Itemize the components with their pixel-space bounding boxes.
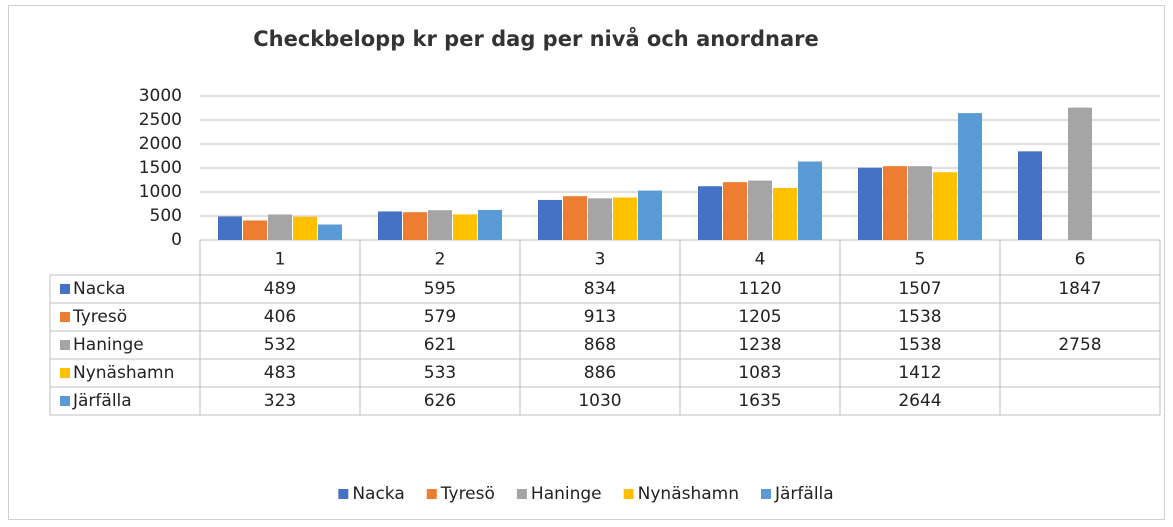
- y-tick-label: 2000: [139, 134, 182, 154]
- y-tick-label: 0: [171, 230, 182, 250]
- table-value: 483: [264, 363, 296, 383]
- bar: [218, 216, 242, 240]
- table-value: 1507: [898, 279, 941, 299]
- table-value: 489: [264, 279, 296, 299]
- legend-label: Järfälla: [774, 484, 834, 504]
- x-tick-label: 6: [1075, 250, 1086, 270]
- bar: [318, 224, 342, 240]
- legend-key: [516, 489, 527, 499]
- table-value: 2758: [1058, 335, 1101, 355]
- table-value: 834: [584, 279, 616, 299]
- legend-item: Haninge: [516, 484, 602, 504]
- table-value: 323: [264, 391, 296, 411]
- table-value: 1238: [738, 335, 781, 355]
- legend-label: Nacka: [352, 484, 404, 504]
- bar: [1018, 151, 1042, 240]
- legend-item: Tyresö: [426, 484, 495, 504]
- bar: [958, 113, 982, 240]
- table-legend-key: [60, 368, 70, 378]
- table-value: 579: [424, 307, 456, 327]
- bar: [453, 214, 477, 240]
- bar: [908, 166, 932, 240]
- table-value: 886: [584, 363, 616, 383]
- y-tick-label: 1000: [139, 182, 182, 202]
- bar: [378, 211, 402, 240]
- legend-label: Haninge: [531, 484, 602, 504]
- x-tick-label: 4: [755, 250, 766, 270]
- table-value: 626: [424, 391, 456, 411]
- x-tick-label: 3: [595, 250, 606, 270]
- legend-key: [623, 489, 634, 499]
- bar: [773, 188, 797, 240]
- table-row-label: Tyresö: [72, 307, 127, 327]
- table-value: 2644: [898, 391, 941, 411]
- legend-label: Tyresö: [440, 484, 495, 504]
- legend-label: Nynäshamn: [638, 484, 739, 504]
- table-row-label: Järfälla: [72, 391, 132, 411]
- bar: [243, 220, 267, 240]
- bar: [933, 172, 957, 240]
- table-value: 1538: [898, 307, 941, 327]
- table-row-label: Nynäshamn: [73, 363, 174, 383]
- bar: [403, 212, 427, 240]
- table-value: 406: [264, 307, 296, 327]
- bar: [1068, 107, 1092, 240]
- table-value: 1120: [738, 279, 781, 299]
- bar: [748, 180, 772, 240]
- chart-title: Checkbelopp kr per dag per nivå och anor…: [253, 26, 818, 51]
- bar: [268, 214, 292, 240]
- bar: [538, 199, 562, 240]
- table-value: 913: [584, 307, 616, 327]
- bar: [698, 186, 722, 240]
- table-value: 533: [424, 363, 456, 383]
- bar: [478, 209, 502, 240]
- y-tick-label: 2500: [139, 110, 182, 130]
- bar: [798, 161, 822, 240]
- table-row-label: Haninge: [73, 335, 144, 355]
- bar: [883, 166, 907, 240]
- table-legend-key: [60, 340, 70, 350]
- table-value: 532: [264, 335, 296, 355]
- table-value: 868: [584, 335, 616, 355]
- table-value: 1030: [578, 391, 621, 411]
- x-tick-label: 1: [275, 250, 286, 270]
- table-legend-key: [60, 396, 70, 406]
- legend-item: Nacka: [338, 484, 405, 504]
- table-value: 595: [424, 279, 456, 299]
- y-tick-label: 1500: [139, 158, 182, 178]
- legend-key: [338, 489, 349, 499]
- table-value: 1205: [738, 307, 781, 327]
- bar: [723, 182, 747, 240]
- bar: [293, 216, 317, 240]
- legend-item: Järfälla: [761, 484, 834, 504]
- bar: [563, 196, 587, 240]
- legend-item: Nynäshamn: [623, 484, 739, 504]
- bar: [858, 167, 882, 240]
- x-tick-label: 5: [915, 250, 926, 270]
- legend-key: [761, 489, 771, 499]
- table-value: 1635: [738, 391, 781, 411]
- y-tick-label: 3000: [139, 86, 182, 106]
- table-legend-key: [60, 312, 70, 322]
- bar: [588, 198, 612, 240]
- bar: [613, 197, 637, 240]
- table-value: 1412: [898, 363, 941, 383]
- table-value: 1538: [898, 335, 941, 355]
- bar: [428, 210, 452, 240]
- chart-border: [8, 5, 1165, 520]
- legend-key: [426, 489, 437, 499]
- table-value: 1847: [1058, 279, 1101, 299]
- bar: [638, 190, 662, 240]
- table-legend-key: [60, 284, 70, 294]
- y-tick-label: 500: [150, 206, 182, 226]
- table-value: 621: [424, 335, 456, 355]
- x-tick-label: 2: [435, 250, 446, 270]
- table-row-label: Nacka: [73, 279, 125, 299]
- table-value: 1083: [738, 363, 781, 383]
